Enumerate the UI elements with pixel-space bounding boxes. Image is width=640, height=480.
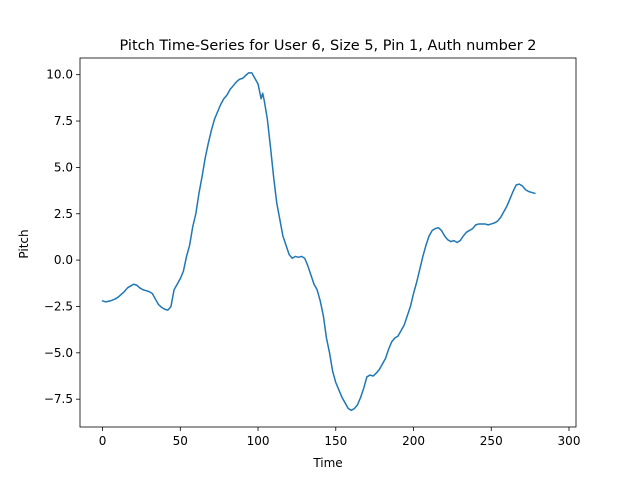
y-tick-label: 5.0 — [54, 160, 73, 174]
axes-frame — [79, 57, 577, 428]
x-tick-label: 50 — [173, 434, 188, 448]
y-tick-label: 2.5 — [54, 207, 73, 221]
y-tick-label: 0.0 — [54, 253, 73, 267]
series-line — [101, 72, 536, 412]
chart-title: Pitch Time-Series for User 6, Size 5, Pi… — [119, 38, 536, 54]
y-tick-label: −5.0 — [44, 346, 73, 360]
x-tick-label: 300 — [558, 434, 581, 448]
x-tick-label: 0 — [99, 434, 107, 448]
x-axis: 0 50 100 150 200 250 300 — [99, 427, 581, 448]
x-tick-label: 250 — [480, 434, 503, 448]
y-axis: −7.5 −5.0 −2.5 0.0 2.5 5.0 7.5 10.0 — [44, 68, 80, 406]
y-tick-label: −7.5 — [44, 392, 73, 406]
y-tick-label: −2.5 — [44, 299, 73, 313]
y-axis-title: Pitch — [17, 229, 31, 258]
x-tick-label: 150 — [324, 434, 347, 448]
y-tick-label: 7.5 — [54, 114, 73, 128]
x-tick-label: 100 — [247, 434, 270, 448]
y-tick-label: 10.0 — [46, 68, 73, 82]
x-tick-label: 200 — [402, 434, 425, 448]
plot-area — [101, 72, 536, 412]
x-axis-title: Time — [312, 456, 342, 470]
